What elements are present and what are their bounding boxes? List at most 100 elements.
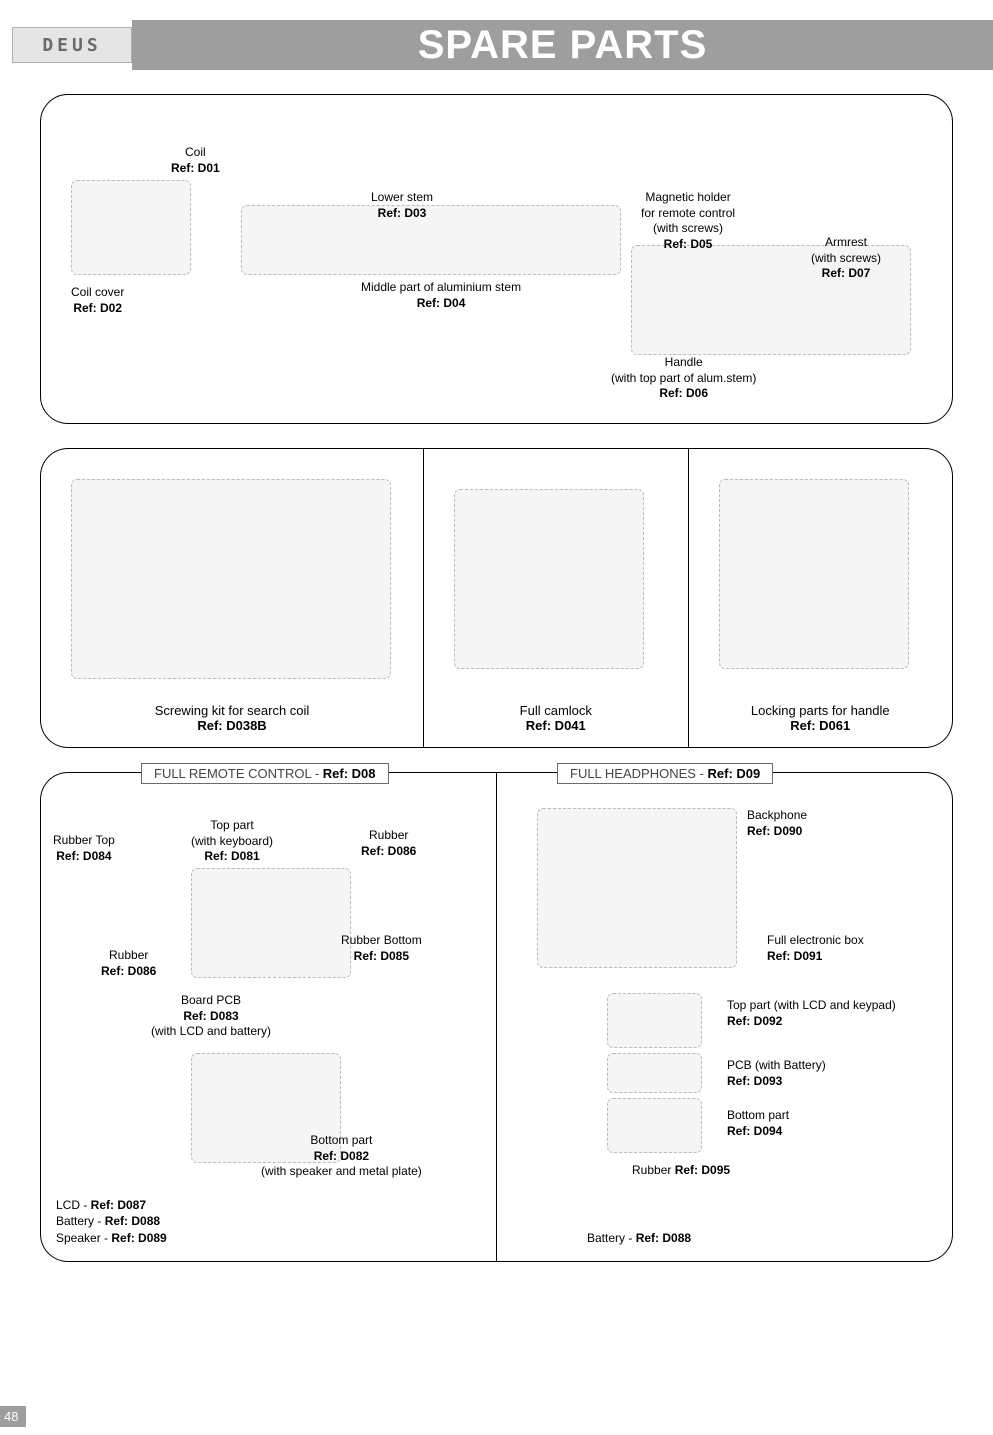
row-bottom-panels: FULL REMOTE CONTROL - Ref: D08 LCD - Ref… bbox=[40, 772, 953, 1286]
footer-line: LCD - Ref: D087 bbox=[56, 1197, 167, 1214]
hp-label-ref: Ref: D09 bbox=[708, 766, 761, 781]
label-line: Middle part of aluminium stem bbox=[361, 280, 521, 296]
caption-locking: Locking parts for handle Ref: D061 bbox=[689, 703, 952, 733]
label-top_lcd: Top part (with LCD and keypad)Ref: D092 bbox=[727, 998, 896, 1029]
locking-parts-illustration bbox=[719, 479, 909, 669]
label-line: (with screws) bbox=[811, 251, 881, 267]
hp-top-part-illustration bbox=[607, 993, 702, 1048]
hp-bottom-illustration bbox=[607, 1098, 702, 1153]
label-line: Rubber bbox=[101, 948, 156, 964]
label-ref: Ref: D02 bbox=[71, 301, 124, 317]
screwing-kit-illustration bbox=[71, 479, 391, 679]
page-number: 48 bbox=[0, 1406, 26, 1427]
label-line: Bottom part bbox=[261, 1133, 422, 1149]
remote-top-illustration bbox=[191, 868, 351, 978]
label-coil_cover: Coil coverRef: D02 bbox=[71, 285, 124, 316]
panel-screwing-kit: Screwing kit for search coil Ref: D038B bbox=[40, 448, 423, 748]
label-top_part: Top part(with keyboard)Ref: D081 bbox=[191, 818, 273, 865]
label-line: Coil cover bbox=[71, 285, 124, 301]
label-rubber_r1: RubberRef: D086 bbox=[361, 828, 416, 859]
footer-ref: Ref: D087 bbox=[91, 1198, 146, 1212]
label-line: Rubber bbox=[361, 828, 416, 844]
label-handle: Handle(with top part of alum.stem)Ref: D… bbox=[611, 355, 756, 402]
footer-line: Speaker - Ref: D089 bbox=[56, 1230, 167, 1247]
label-board_pcb: Board PCBRef: D083(with LCD and battery) bbox=[151, 993, 271, 1040]
label-line: Top part (with LCD and keypad) bbox=[727, 998, 896, 1014]
camlock-name: Full camlock bbox=[424, 703, 687, 718]
label-ref: Ref: D081 bbox=[191, 849, 273, 865]
label-ref: Ref: D082 bbox=[261, 1149, 422, 1165]
footer-ref: Ref: D088 bbox=[105, 1214, 160, 1228]
coil-illustration bbox=[71, 180, 191, 275]
hp-label-text: FULL HEADPHONES - bbox=[570, 766, 708, 781]
hp-footer-ref: Ref: D088 bbox=[636, 1231, 691, 1245]
label-ref: Ref: D01 bbox=[171, 161, 220, 177]
label-ref: Ref: D03 bbox=[371, 206, 433, 222]
label-line: Magnetic holder bbox=[641, 190, 735, 206]
logo-text: DEUS bbox=[42, 35, 101, 56]
screwing-ref: Ref: D038B bbox=[41, 718, 423, 733]
label-ref: Ref: D084 bbox=[53, 849, 115, 865]
panel-headphones: FULL HEADPHONES - Ref: D09 Battery - Ref… bbox=[496, 772, 953, 1262]
label-line: Backphone bbox=[747, 808, 807, 824]
label-line: Full electronic box bbox=[767, 933, 864, 949]
label-ref: Ref: D093 bbox=[727, 1074, 826, 1090]
footer-label: LCD - bbox=[56, 1198, 91, 1212]
label-line: PCB (with Battery) bbox=[727, 1058, 826, 1074]
label-armrest: Armrest(with screws)Ref: D07 bbox=[811, 235, 881, 282]
panel-camlock: Full camlock Ref: D041 bbox=[423, 448, 688, 748]
header-bar: DEUS SPARE PARTS bbox=[0, 20, 993, 70]
label-line: Lower stem bbox=[371, 190, 433, 206]
label-line: Rubber Top bbox=[53, 833, 115, 849]
page-title: SPARE PARTS bbox=[418, 23, 708, 68]
headphones-main-illustration bbox=[537, 808, 737, 968]
camlock-ref: Ref: D041 bbox=[424, 718, 687, 733]
label-ref: Ref: D04 bbox=[361, 296, 521, 312]
label-bottom: Bottom partRef: D094 bbox=[727, 1108, 789, 1139]
content-area: CoilRef: D01 Coil coverRef: D02 Lower stem… bbox=[0, 70, 993, 1296]
section-label-headphones: FULL HEADPHONES - Ref: D09 bbox=[557, 763, 773, 784]
panel-detector-assembly: CoilRef: D01 Coil coverRef: D02 Lower stem… bbox=[40, 94, 953, 424]
label-line: (with top part of alum.stem) bbox=[611, 371, 756, 387]
caption-screwing: Screwing kit for search coil Ref: D038B bbox=[41, 703, 423, 733]
label-line: Top part bbox=[191, 818, 273, 834]
panel-remote-control: FULL REMOTE CONTROL - Ref: D08 LCD - Ref… bbox=[40, 772, 496, 1262]
label-ref: Ref: D06 bbox=[611, 386, 756, 402]
hp-pcb-illustration bbox=[607, 1053, 702, 1093]
label-line: Coil bbox=[171, 145, 220, 161]
screwing-name: Screwing kit for search coil bbox=[41, 703, 423, 718]
label-pcb_batt: PCB (with Battery)Ref: D093 bbox=[727, 1058, 826, 1089]
footer-ref: Ref: D089 bbox=[111, 1231, 166, 1245]
section-label-remote: FULL REMOTE CONTROL - Ref: D08 bbox=[141, 763, 389, 784]
label-line: Handle bbox=[611, 355, 756, 371]
remote-footer-list: LCD - Ref: D087Battery - Ref: D088Speake… bbox=[56, 1197, 167, 1247]
caption-camlock: Full camlock Ref: D041 bbox=[424, 703, 687, 733]
footer-label: Speaker - bbox=[56, 1231, 111, 1245]
label-ref: Ref: D086 bbox=[101, 964, 156, 980]
label-ref: Ref: D05 bbox=[641, 237, 735, 253]
hp-footer: Battery - Ref: D088 bbox=[587, 1230, 691, 1247]
label-mag_holder: Magnetic holderfor remote control(with s… bbox=[641, 190, 735, 252]
label-line: for remote control bbox=[641, 206, 735, 222]
label-ref: Ref: D094 bbox=[727, 1124, 789, 1140]
label-backphone: BackphoneRef: D090 bbox=[747, 808, 807, 839]
label-rubber: Rubber Ref: D095 bbox=[632, 1163, 730, 1179]
label-lower_stem: Lower stemRef: D03 bbox=[371, 190, 433, 221]
label-line: (with screws) bbox=[641, 221, 735, 237]
hp-footer-label: Battery - bbox=[587, 1231, 636, 1245]
label-ref: Ref: D085 bbox=[341, 949, 422, 965]
label-middle: Middle part of aluminium stemRef: D04 bbox=[361, 280, 521, 311]
label-sub: (with speaker and metal plate) bbox=[261, 1164, 422, 1180]
label-ref: Ref: D092 bbox=[727, 1014, 896, 1030]
remote-label-text: FULL REMOTE CONTROL - bbox=[154, 766, 323, 781]
label-elec_box: Full electronic boxRef: D091 bbox=[767, 933, 864, 964]
label-ref: Ref: D07 bbox=[811, 266, 881, 282]
logo-box: DEUS bbox=[12, 27, 132, 63]
label-ref: Ref: D095 bbox=[675, 1163, 730, 1177]
label-line: Armrest bbox=[811, 235, 881, 251]
page-title-bar: SPARE PARTS bbox=[132, 20, 993, 70]
locking-name: Locking parts for handle bbox=[689, 703, 952, 718]
label-rubber_top: Rubber TopRef: D084 bbox=[53, 833, 115, 864]
remote-label-ref: Ref: D08 bbox=[323, 766, 376, 781]
camlock-illustration bbox=[454, 489, 644, 669]
